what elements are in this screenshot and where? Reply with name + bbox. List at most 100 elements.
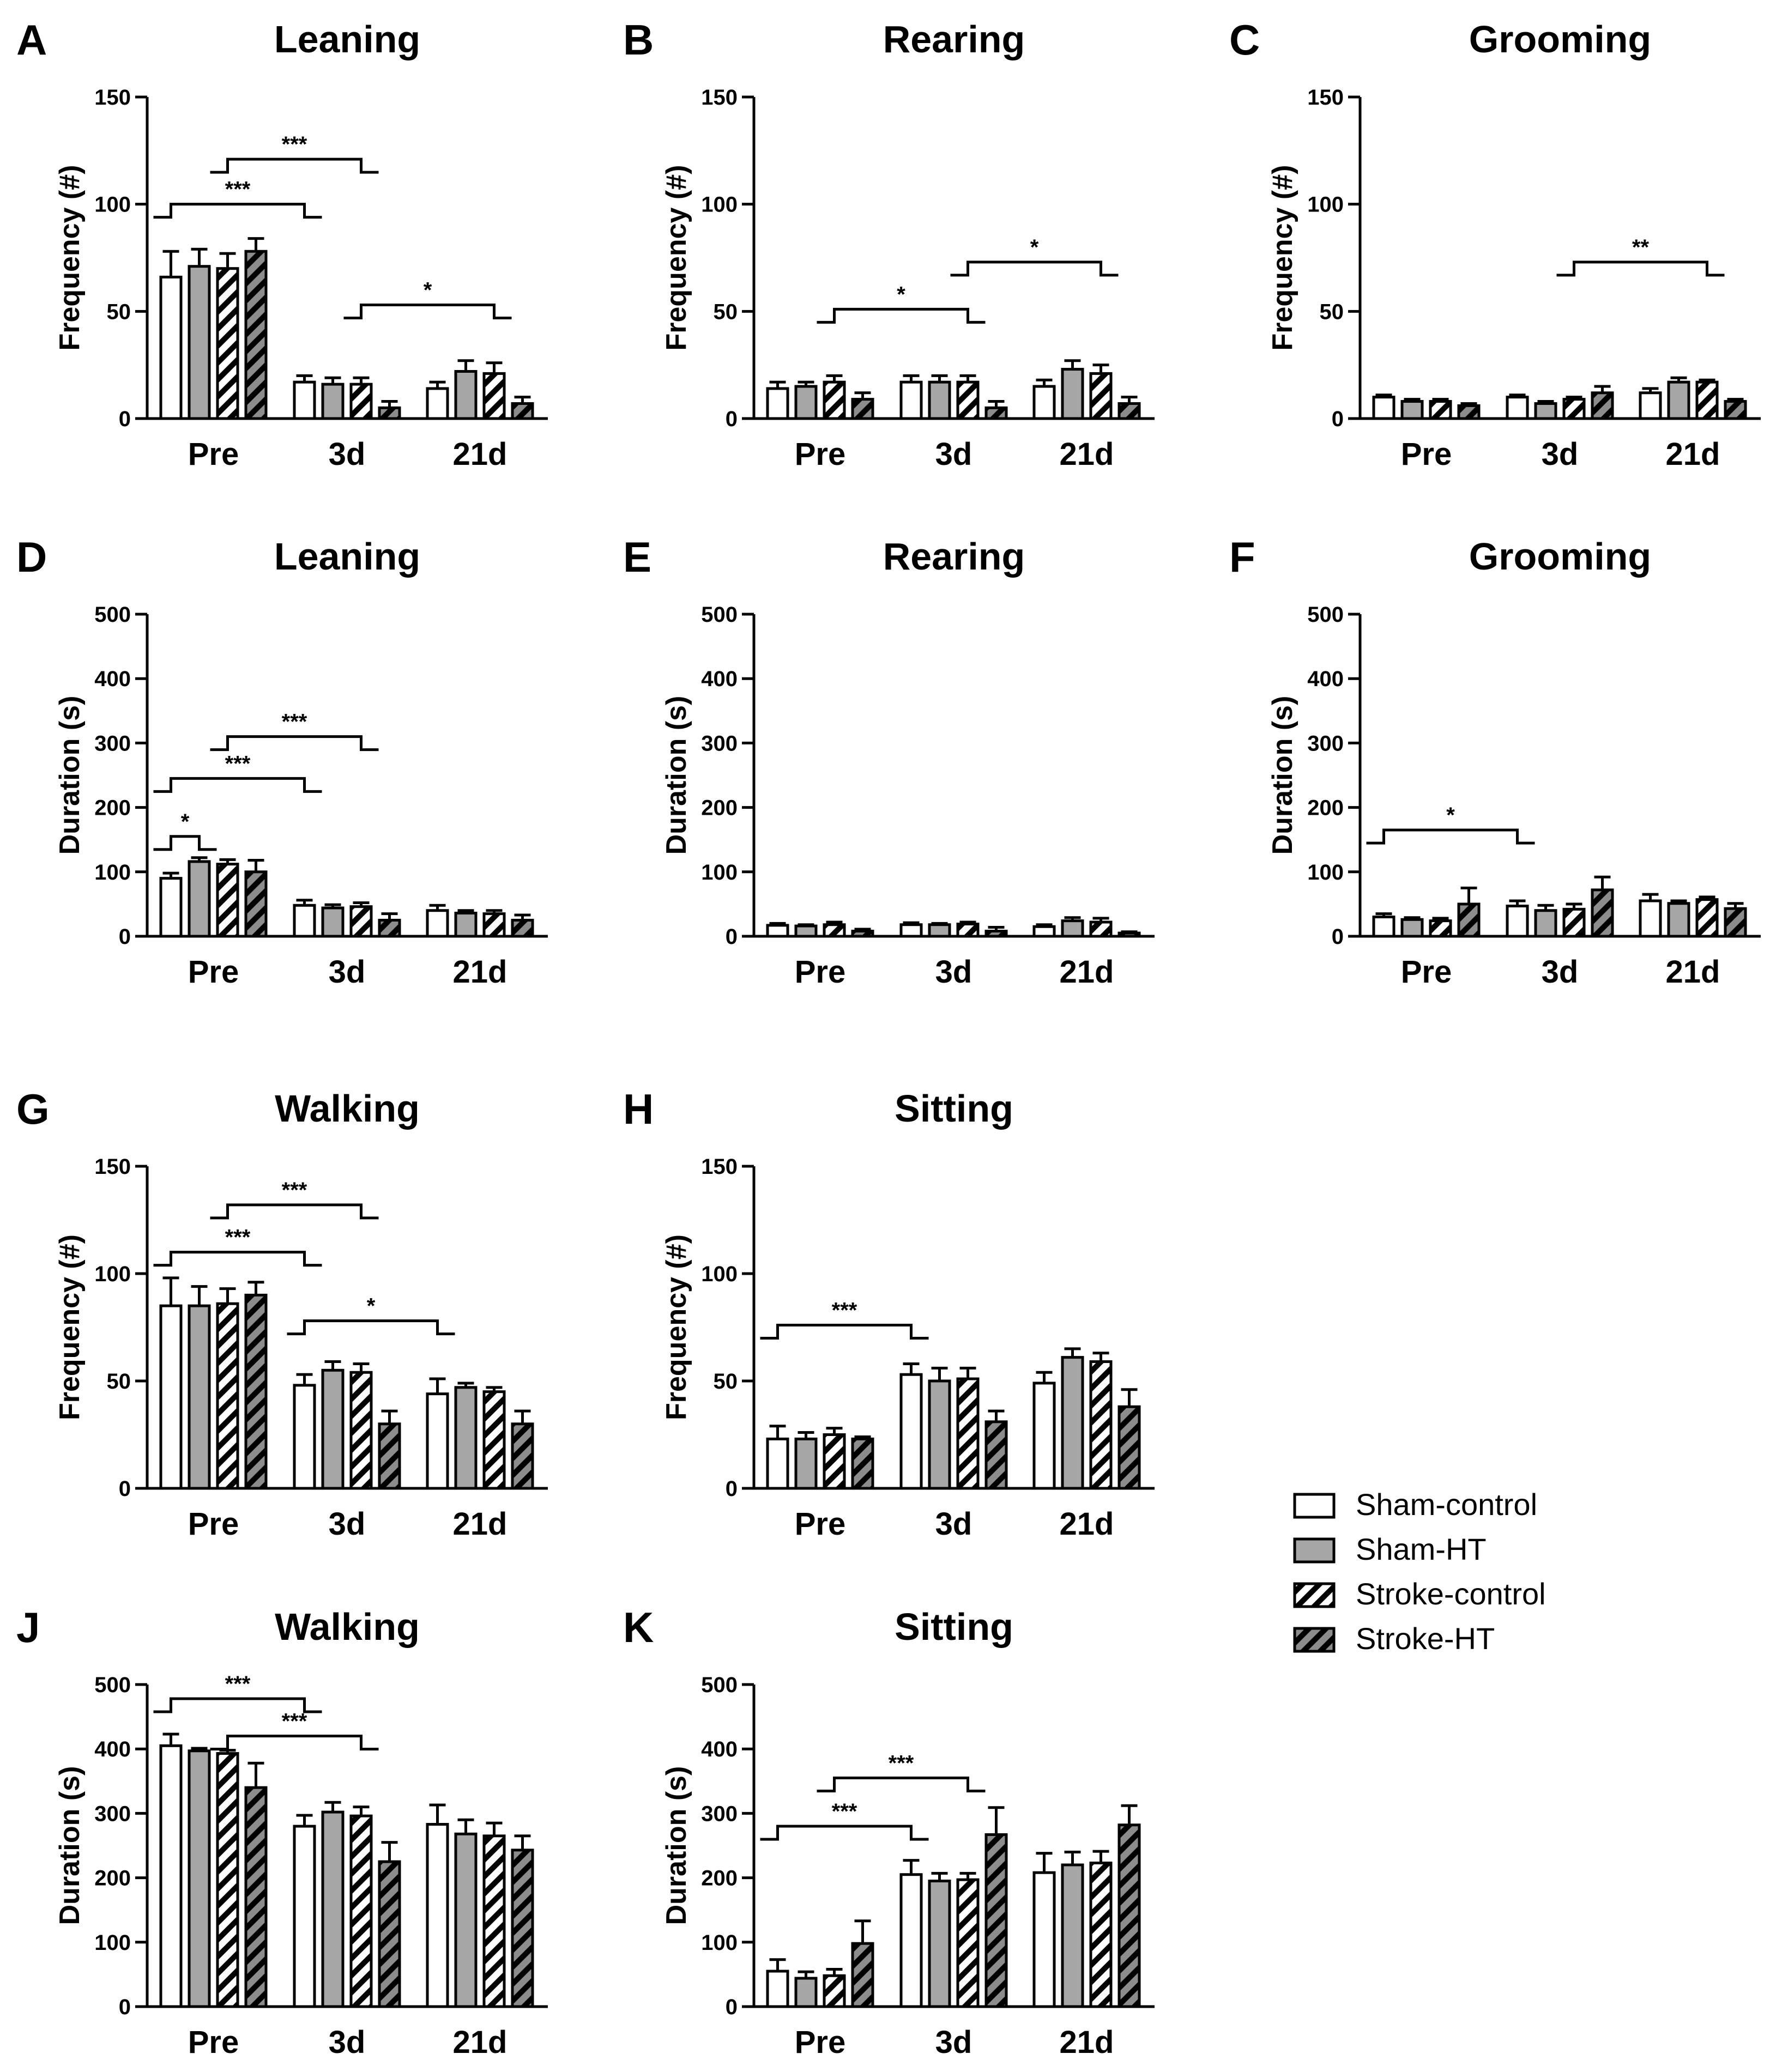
bar: [426, 909, 449, 938]
y-tick-label: 100: [94, 861, 131, 884]
bar: [511, 1422, 534, 1490]
x-tick-label: Pre: [1401, 954, 1452, 990]
significance-label: *: [1030, 235, 1039, 259]
panel-letter-a: A: [16, 16, 47, 64]
chart-panel-c: C Grooming 0 50 100 150 Frequency (#) Pre 3d 21d *…: [1229, 16, 1761, 472]
x-tick-label: 21d: [453, 1506, 508, 1542]
chart-panel-h: H Sitting 0 50 100 150 Frequency (#) Pre 3d 21d **…: [623, 1085, 1155, 1542]
y-tick-label: 100: [94, 1931, 131, 1955]
panel-letter-j: J: [16, 1603, 40, 1651]
x-tick-label: 21d: [1060, 2025, 1114, 2060]
significance-bracket: [760, 1825, 929, 1841]
x-tick-label: 21d: [453, 954, 508, 990]
significance-label: ***: [282, 132, 307, 156]
y-axis-label-a: Frequency (#): [54, 165, 86, 351]
x-tick-label: 3d: [935, 1506, 972, 1542]
panel-letter-h: H: [623, 1085, 654, 1133]
x-tick-label: 3d: [329, 1506, 366, 1542]
y-tick-label: 150: [701, 1155, 738, 1179]
bar: [899, 1873, 923, 2008]
bar: [216, 267, 239, 420]
chart-title-g: Walking: [275, 1087, 420, 1130]
y-tick-label: 300: [94, 1802, 131, 1826]
significance-bracket: [153, 1697, 322, 1713]
bar: [956, 923, 980, 938]
significance-label: ***: [225, 1672, 251, 1696]
bar: [984, 406, 1008, 420]
x-tick-label: Pre: [795, 437, 846, 472]
y-tick-label: 400: [1307, 667, 1344, 691]
bar: [216, 863, 239, 938]
x-tick-label: 21d: [1666, 954, 1720, 990]
bar: [766, 1970, 789, 2008]
significance-bracket: [153, 835, 217, 851]
legend: Sham-control Sham-HT Stroke-control Stroke-…: [1293, 1487, 1546, 1656]
bar: [823, 380, 846, 420]
legend-label: Sham-HT: [1356, 1532, 1487, 1566]
x-tick-label: 3d: [329, 437, 366, 472]
chart-title-d: Leaning: [274, 535, 420, 578]
bar: [216, 1302, 239, 1490]
bar: [349, 1371, 373, 1490]
significance-bracket: [287, 1319, 455, 1336]
bar: [511, 402, 534, 420]
bar: [1506, 904, 1529, 938]
significance-label: ***: [832, 1800, 857, 1823]
bar: [851, 1437, 874, 1490]
significance-label: ***: [282, 710, 307, 734]
bar: [378, 1422, 401, 1490]
bar: [1032, 1871, 1056, 2008]
significance-bracket: [817, 307, 986, 324]
y-tick-label: 50: [107, 300, 131, 324]
x-tick-label: Pre: [188, 1506, 239, 1542]
significance-bracket: [210, 735, 379, 752]
bar: [1061, 1356, 1084, 1490]
bar: [378, 406, 401, 420]
significance-label: *: [1446, 803, 1455, 827]
bar: [1506, 396, 1529, 420]
significance-bracket: [210, 1203, 379, 1220]
y-tick-label: 0: [726, 925, 738, 949]
bar: [823, 923, 846, 938]
x-tick-label: 3d: [1542, 437, 1579, 472]
chart-title-e: Rearing: [883, 535, 1025, 578]
bar: [1724, 907, 1747, 938]
bar: [482, 912, 506, 938]
x-tick-label: 21d: [453, 2025, 508, 2060]
y-tick-label: 150: [701, 86, 738, 110]
bar: [1591, 391, 1614, 420]
bar: [1457, 902, 1481, 938]
bar: [1032, 1382, 1056, 1490]
bar: [766, 387, 789, 420]
significance-label: *: [181, 810, 190, 834]
x-tick-label: 3d: [1542, 954, 1579, 990]
bar: [766, 1437, 789, 1490]
bar: [766, 924, 789, 938]
significance-label: *: [367, 1294, 376, 1318]
x-tick-label: 21d: [1060, 954, 1114, 990]
x-tick-label: 3d: [329, 954, 366, 990]
significance-label: ***: [832, 1299, 857, 1323]
y-tick-label: 400: [94, 1737, 131, 1761]
bar: [244, 1786, 268, 2008]
significance-bracket: [1556, 260, 1725, 277]
y-tick-label: 200: [1307, 796, 1344, 820]
bar: [984, 930, 1008, 938]
significance-label: *: [424, 278, 432, 302]
significance-label: ***: [282, 1710, 307, 1734]
bar: [378, 1860, 401, 2008]
bar: [1724, 400, 1747, 420]
chart-title-h: Sitting: [895, 1087, 1013, 1130]
legend-item: Sham-control: [1293, 1487, 1537, 1522]
significance-bracket: [760, 1324, 929, 1340]
x-tick-label: Pre: [188, 437, 239, 472]
y-tick-label: 50: [107, 1370, 131, 1394]
bar: [928, 380, 951, 420]
bar: [1457, 404, 1481, 420]
bar: [984, 1833, 1008, 2008]
bar: [1667, 380, 1690, 420]
legend-label: Stroke-control: [1356, 1577, 1546, 1611]
y-tick-label: 100: [701, 193, 738, 217]
bar: [1429, 400, 1452, 420]
